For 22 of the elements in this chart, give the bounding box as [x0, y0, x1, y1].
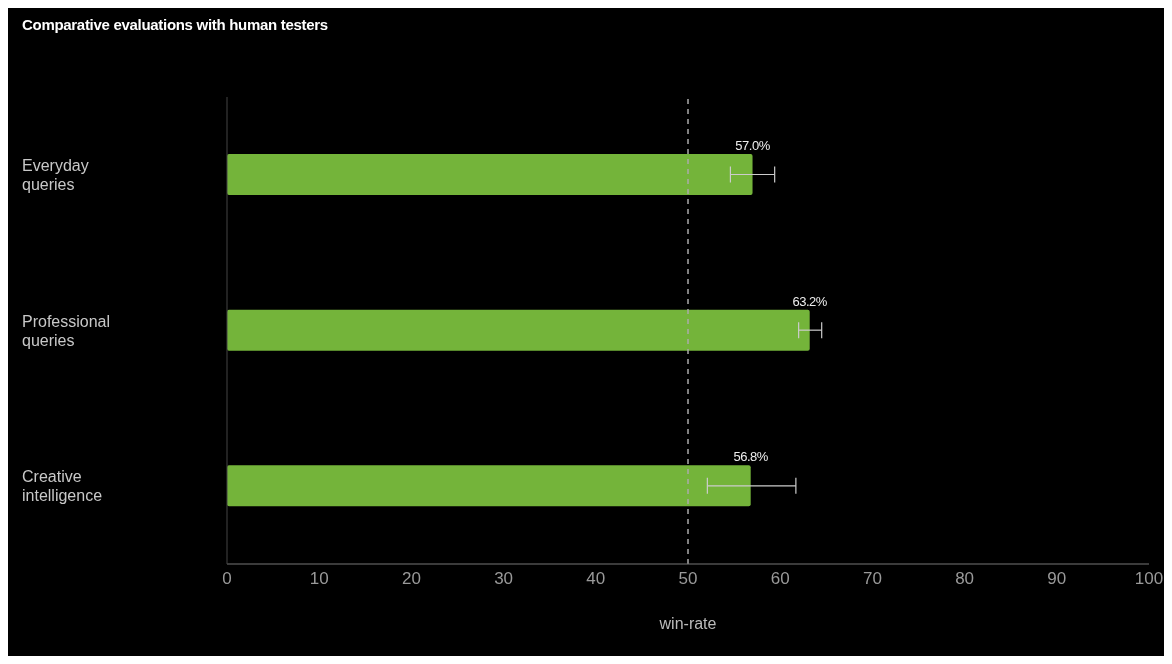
x-tick-label: 20: [401, 569, 421, 589]
y-tick-label: Professional queries: [22, 312, 111, 349]
x-tick-label: 10: [309, 569, 329, 589]
data-label: 57.0%: [735, 138, 771, 153]
chart-title: Comparative evaluations with human testers: [22, 16, 328, 33]
x-tick-label: 80: [955, 569, 975, 589]
x-tick-label: 70: [862, 569, 882, 589]
x-tick-label: 60: [770, 569, 790, 589]
x-tick-label: 90: [1047, 569, 1067, 589]
bar: [227, 154, 753, 195]
data-label: 63.2%: [792, 293, 828, 309]
x-tick-label: 30: [494, 569, 514, 589]
x-tick-label: 0: [222, 569, 232, 589]
bar: [227, 465, 751, 507]
data-label: 56.8%: [733, 449, 769, 465]
y-tick-label: Creative intelligence: [22, 468, 103, 505]
x-tick-label: 100: [1134, 569, 1164, 589]
x-tick-label: 40: [586, 569, 606, 589]
bar: [227, 309, 810, 351]
y-tick-label: Everyday queries: [22, 156, 89, 193]
x-axis-title: win-rate: [658, 615, 717, 632]
x-tick-label: 50: [678, 569, 698, 589]
